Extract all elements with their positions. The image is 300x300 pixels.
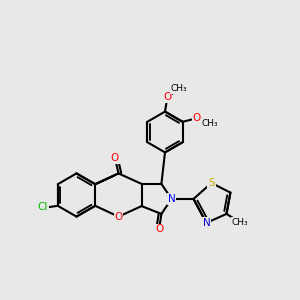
Text: O: O [111, 153, 119, 163]
Text: O: O [114, 212, 123, 222]
Text: N: N [168, 194, 176, 204]
Text: N: N [202, 218, 210, 228]
Text: Cl: Cl [38, 202, 48, 212]
Text: CH₃: CH₃ [201, 119, 218, 128]
Text: CH₃: CH₃ [232, 218, 248, 227]
Text: CH₃: CH₃ [170, 84, 187, 93]
Text: O: O [193, 113, 201, 123]
Text: O: O [155, 224, 163, 235]
Text: S: S [208, 178, 215, 188]
Text: O: O [163, 92, 172, 102]
